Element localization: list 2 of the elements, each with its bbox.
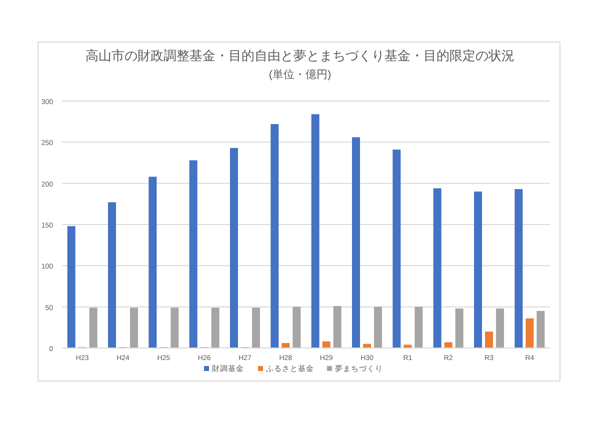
chart-subtitle: (単位・億円) [268,68,332,81]
chart-title: 高山市の財政調整基金・目的自由と夢とまちづくり基金・目的限定の状況 [86,48,514,63]
